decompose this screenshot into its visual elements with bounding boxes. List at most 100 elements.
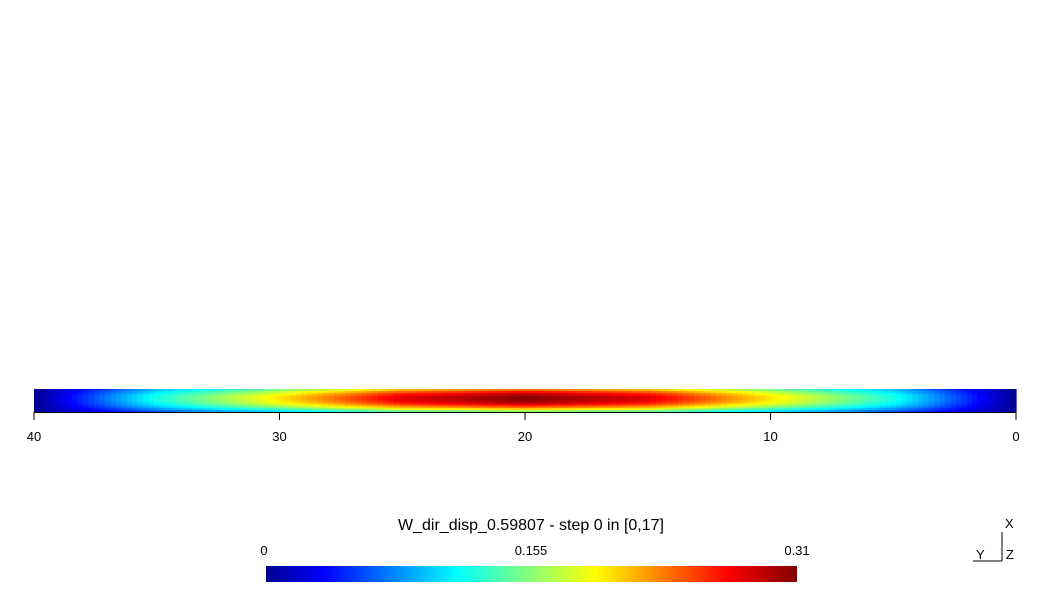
field-cell [224,408,231,411]
field-cell [475,406,482,409]
field-cell [503,394,510,398]
field-cell [454,404,461,407]
field-cell [137,410,144,413]
field-cell [923,400,930,404]
field-cell [388,410,395,413]
field-cell [274,394,281,398]
field-cell [241,396,248,400]
field-cell [770,410,777,413]
field-cell [874,392,881,396]
field-cell [928,392,935,396]
field-cell [557,404,564,407]
field-cell [224,398,231,402]
field-cell [115,396,122,400]
field-cell [650,408,657,411]
field-cell [814,402,821,405]
field-cell [705,392,712,396]
field-cell [825,400,832,404]
field-cell [868,396,875,400]
field-cell [634,400,641,404]
field-cell [868,394,875,398]
field-cell [759,392,766,396]
field-cell [208,396,215,400]
field-cell [994,406,1001,409]
field-cell [650,398,657,402]
field-cell [181,400,188,404]
field-cell [792,390,799,394]
field-cell [792,394,799,398]
field-cell [535,389,542,392]
field-cell [317,410,324,413]
field-cell [983,398,990,402]
field-cell [372,406,379,409]
field-cell [994,394,1001,398]
field-cell [263,394,270,398]
field-cell [825,392,832,396]
field-cell [459,402,466,405]
field-cell [44,390,51,394]
field-cell [939,410,946,413]
field-cell [246,394,253,398]
field-cell [595,406,602,409]
field-cell [99,389,106,392]
field-cell [464,398,472,402]
colorbar-max-label: 0.31 [784,543,810,558]
field-cell [988,402,995,405]
field-cell [677,398,684,402]
field-cell [726,410,733,413]
field-cell [88,392,95,396]
field-cell [115,392,122,396]
x-tick-label: 20 [517,429,533,444]
field-cell [454,394,461,398]
field-cell [612,406,619,409]
field-cell [748,402,755,405]
field-cell [961,392,968,396]
field-cell [705,390,712,394]
field-cell [170,394,177,398]
field-cell [972,398,979,402]
field-cell [579,398,586,402]
field-cell [159,402,166,405]
field-cell [181,404,188,407]
field-cell [879,400,886,404]
field-cell [519,404,526,407]
field-cell [672,406,679,409]
field-cell [890,404,897,407]
field-cell [224,390,231,394]
field-cell [192,400,199,404]
field-cell [612,389,619,392]
field-cell [1005,406,1012,409]
field-cell [737,400,744,404]
field-cell [541,404,548,407]
field-cell [459,396,466,400]
field-cell [895,400,903,404]
field-cell [688,410,695,413]
field-cell [645,390,652,394]
field-cell [334,400,341,404]
field-cell [110,404,117,407]
field-cell [568,400,575,404]
field-cell [606,410,613,413]
field-cell [143,390,150,394]
field-cell [508,396,515,400]
field-cell [486,404,493,407]
field-cell [765,390,772,394]
field-cell [464,400,472,404]
field-cell [317,406,324,409]
field-cell [623,389,630,392]
field-cell [557,396,564,400]
field-cell [306,406,313,409]
field-cell [372,389,379,392]
field-cell [885,404,892,407]
field-cell [983,408,990,411]
field-cell [754,392,761,396]
field-cell [846,390,853,394]
field-cell [44,406,51,409]
field-cell [481,394,488,398]
field-cell [454,410,461,413]
field-cell [366,396,373,400]
axis-z-letter: Z [1006,547,1014,562]
field-cell [677,406,684,409]
field-cell [628,398,635,402]
